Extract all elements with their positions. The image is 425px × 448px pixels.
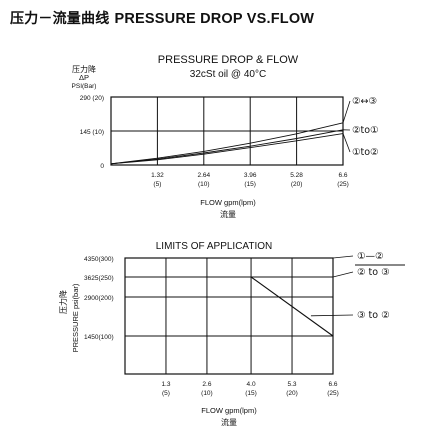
chart1-x-tick-sublabel: (10) <box>198 181 210 188</box>
chart1-xlabel-cn: 流量 <box>220 209 236 219</box>
chart2-plot-frame <box>124 257 334 375</box>
page-title-cn: 压力－流量曲线 <box>10 11 110 27</box>
chart2-y-tick-label: 1450(100) <box>84 334 114 341</box>
chart2-x-tick-sublabel: (20) <box>286 390 298 397</box>
chart1-x-tick-sublabel: (25) <box>337 181 349 188</box>
chart1-x-tick-sublabel: (20) <box>291 181 303 188</box>
chart2-x-tick-sublabel: (15) <box>245 390 257 397</box>
chart1-series-line <box>110 129 344 165</box>
chart2-legend-label: ② to ③ <box>357 267 390 278</box>
chart2-legend-leader <box>332 255 354 259</box>
chart2-legend-label: ③ to ② <box>357 310 390 321</box>
chart1-legend-leader <box>342 133 351 153</box>
chart1-title: PRESSURE DROP & FLOW <box>158 54 299 66</box>
chart2-ylabel-cn: 压力降 <box>58 290 68 314</box>
chart2-y-tick-label: 4350(300) <box>84 256 114 263</box>
chart2-x-tick-sublabel: (5) <box>162 390 170 397</box>
chart1-x-tick-label: 5.28 <box>290 172 303 179</box>
chart1-y-tick-label: 145 (10) <box>80 129 104 136</box>
chart1-legend-label: ②↔③ <box>352 96 377 107</box>
chart2-x-tick-label: 4.0 <box>247 381 256 388</box>
chart1-x-tick-sublabel: (5) <box>153 181 161 188</box>
chart1-x-tick-sublabel: (15) <box>244 181 256 188</box>
chart2-x-tick-label: 5.3 <box>288 381 297 388</box>
chart1-x-tick-label: 1.32 <box>151 172 164 179</box>
chart2-x-tick-label: 2.6 <box>202 381 211 388</box>
chart2-xlabel: FLOW gpm(lpm) <box>201 406 257 415</box>
chart1-series-line <box>110 133 344 165</box>
chart1-legend-label: ②to① <box>352 125 379 136</box>
chart1-ylabel-unit: PSI(Bar) <box>72 83 97 90</box>
chart2-legend-leader <box>310 314 354 317</box>
chart1-legend-label: ①to② <box>352 147 379 158</box>
chart2-series-line <box>125 276 334 337</box>
page-title: 压力－流量曲线 PRESSURE DROP VS.FLOW <box>10 8 314 28</box>
chart2-y-tick-label: 3625(250) <box>84 275 114 282</box>
chart1-y-tick-label: 290 (20) <box>80 95 104 102</box>
chart2-legend-leader <box>332 271 354 278</box>
chart1-subtitle: 32cSt oil @ 40°C <box>190 69 266 80</box>
page-title-en: PRESSURE DROP VS.FLOW <box>114 11 315 27</box>
chart1-series-line <box>110 122 344 165</box>
chart2-x-tick-label: 6.6 <box>328 381 337 388</box>
chart2-x-tick-sublabel: (25) <box>327 390 339 397</box>
chart2-legend-label: ①—② <box>357 251 384 262</box>
chart2-title: LIMITS OF APPLICATION <box>156 241 273 252</box>
chart1-x-tick-label: 3.96 <box>244 172 257 179</box>
chart2-y-tick-label: 2900(200) <box>84 295 114 302</box>
chart1-xlabel: FLOW gpm(lpm) <box>200 198 256 207</box>
chart1-y-tick-label: 0 <box>100 163 104 170</box>
chart2-x-tick-sublabel: (10) <box>201 390 213 397</box>
chart2-x-tick-label: 1.3 <box>161 381 170 388</box>
chart1-legend-leader <box>342 100 351 123</box>
chart1-x-tick-label: 6.6 <box>338 172 347 179</box>
chart2-xlabel-cn: 流量 <box>221 417 237 427</box>
chart2-ylabel: PRESSURE psi(bar) <box>71 283 80 352</box>
chart1-ylabel-symbol: ΔP <box>79 73 89 82</box>
chart1-ylabel-cn: 压力降 <box>72 64 96 74</box>
chart1-x-tick-label: 2.64 <box>197 172 210 179</box>
